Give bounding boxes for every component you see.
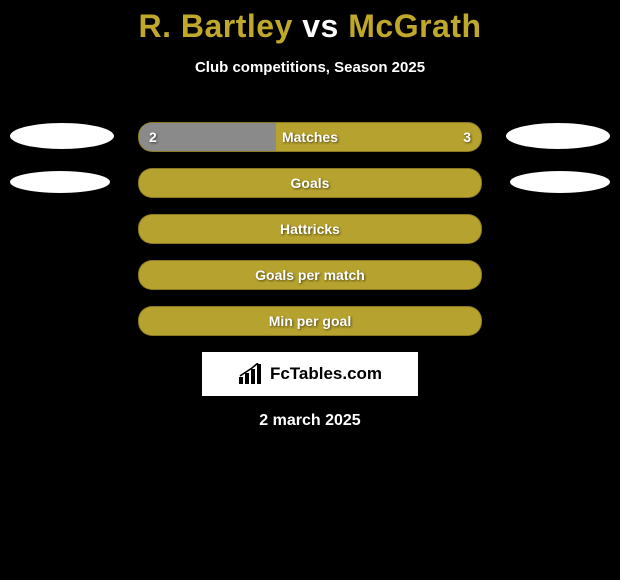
title-left-name: R. Bartley bbox=[138, 8, 292, 44]
logo: FcTables.com bbox=[238, 363, 382, 385]
stat-bar-right bbox=[139, 261, 481, 289]
stat-bar: Goals bbox=[138, 168, 482, 198]
stat-bar: Hattricks bbox=[138, 214, 482, 244]
stat-value-right: 3 bbox=[463, 123, 471, 151]
player-left-ellipse bbox=[10, 171, 110, 193]
stat-row: Hattricks bbox=[10, 214, 610, 242]
stat-rows: 23MatchesGoalsHattricksGoals per matchMi… bbox=[0, 122, 620, 334]
stat-value-left: 2 bbox=[149, 123, 157, 151]
title-vs: vs bbox=[302, 8, 339, 44]
logo-text: FcTables.com bbox=[270, 364, 382, 384]
date-label: 2 march 2025 bbox=[0, 412, 620, 430]
subtitle: Club competitions, Season 2025 bbox=[0, 59, 620, 76]
player-left-ellipse bbox=[10, 123, 114, 149]
page-title: R. Bartley vs McGrath bbox=[0, 0, 620, 45]
stat-row: Goals per match bbox=[10, 260, 610, 288]
stat-row: Min per goal bbox=[10, 306, 610, 334]
stat-bar: 23Matches bbox=[138, 122, 482, 152]
stat-bar-right bbox=[276, 123, 481, 151]
logo-box: FcTables.com bbox=[202, 352, 418, 396]
stat-bar-left bbox=[139, 123, 276, 151]
title-right-name: McGrath bbox=[348, 8, 481, 44]
player-right-ellipse bbox=[506, 123, 610, 149]
stat-bar: Min per goal bbox=[138, 306, 482, 336]
stat-bar-right bbox=[139, 215, 481, 243]
player-right-ellipse bbox=[510, 171, 610, 193]
stat-bar-right bbox=[139, 169, 481, 197]
stat-row: Goals bbox=[10, 168, 610, 196]
comparison-infographic: R. Bartley vs McGrath Club competitions,… bbox=[0, 0, 620, 580]
stat-row: 23Matches bbox=[10, 122, 610, 150]
stat-bar: Goals per match bbox=[138, 260, 482, 290]
bars-icon bbox=[238, 363, 264, 385]
stat-bar-right bbox=[139, 307, 481, 335]
